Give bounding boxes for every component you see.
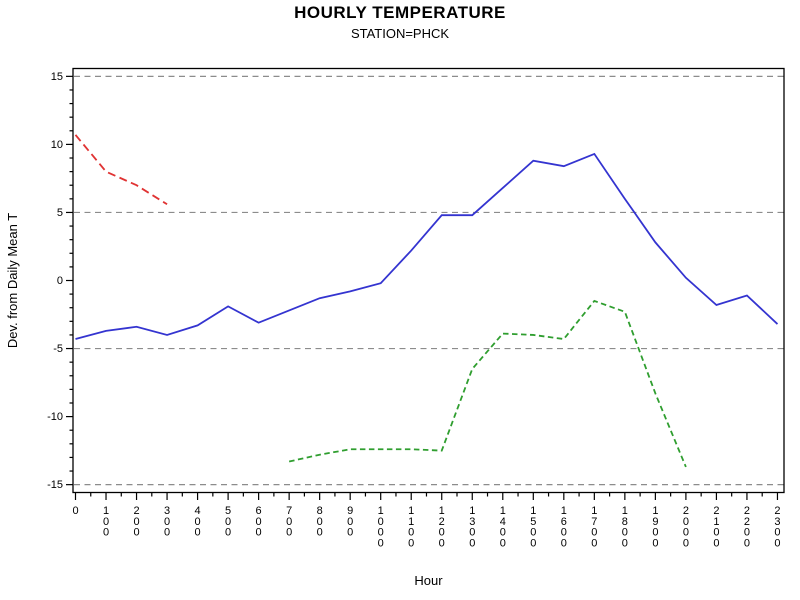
x-axis-title: Hour [414,573,443,588]
y-tick-label: -5 [53,343,63,355]
y-tick-label: 5 [57,207,63,219]
y-axis-labels: -15 -10 -5 0 5 10 15 [47,71,63,491]
x-tick-label: 0 [72,505,78,517]
y-axis-title: Dev. from Daily Mean T [5,213,20,348]
x-axis-labels: 0 1 0 0 2 0 0 3 0 0 4 0 0 5 0 0 6 0 0 7 0 0 8 0 0 9 0 0 1 0 0 0 1 1 0 0 1 2 0 0… [72,505,780,549]
y-axis-ticks [66,75,73,486]
y-tick-label: -10 [47,411,63,423]
y-tick-label: 15 [51,71,63,83]
plot-frame [72,67,785,494]
y-tick-label: 0 [57,275,63,287]
series-blue-solid [75,152,779,340]
reference-gridlines [74,75,784,486]
series-red-dashed [74,134,168,206]
series-green-dashed [288,299,687,468]
y-tick-label: -15 [47,479,63,491]
chart-title: HOURLY TEMPERATURE [294,3,506,22]
x-axis-ticks [74,492,779,500]
y-tick-label: 10 [51,139,63,151]
chart-subtitle: STATION=PHCK [350,26,450,41]
